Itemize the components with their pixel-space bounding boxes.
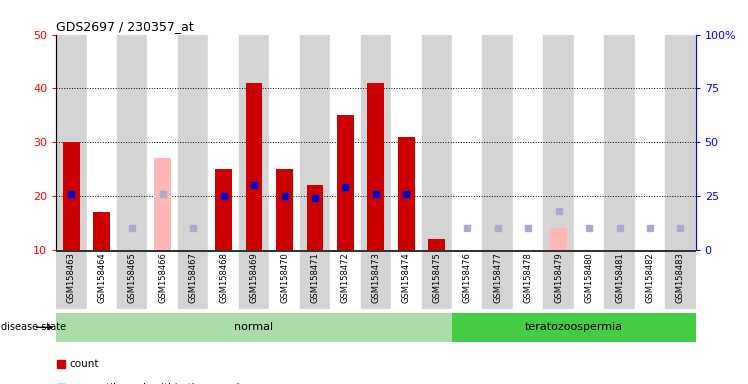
Bar (665, 250, 696, 309)
Bar (307, 185, 323, 250)
Bar (209, 250, 239, 309)
Bar (56, 35, 87, 250)
Bar (276, 169, 293, 250)
Bar (239, 250, 269, 309)
Bar (361, 250, 391, 309)
Bar (604, 35, 635, 250)
Bar (330, 250, 361, 309)
Bar (300, 35, 330, 250)
Text: GSM158464: GSM158464 (97, 253, 106, 303)
Bar (604, 250, 635, 309)
Bar (452, 313, 696, 342)
Bar (87, 250, 117, 309)
Bar (154, 158, 171, 250)
Bar (147, 250, 178, 309)
Bar (635, 35, 665, 250)
Text: GSM158466: GSM158466 (158, 253, 168, 303)
Bar (56, 313, 452, 342)
Bar (117, 250, 147, 309)
Text: GSM158481: GSM158481 (615, 253, 624, 303)
Bar (63, 142, 80, 250)
Text: GSM158482: GSM158482 (646, 253, 654, 303)
Text: GSM158467: GSM158467 (188, 253, 197, 303)
Bar (422, 35, 452, 250)
Text: GSM158463: GSM158463 (67, 253, 76, 303)
Text: GSM158480: GSM158480 (584, 253, 594, 303)
Bar (330, 35, 361, 250)
Text: count: count (70, 359, 99, 369)
Bar (452, 35, 482, 250)
Bar (269, 250, 300, 309)
Text: GSM158483: GSM158483 (676, 253, 685, 303)
Text: GSM158477: GSM158477 (493, 253, 502, 303)
Bar (635, 250, 665, 309)
Bar (361, 35, 391, 250)
Text: GSM158472: GSM158472 (341, 253, 350, 303)
Bar (422, 250, 452, 309)
Text: percentile rank within the sample: percentile rank within the sample (70, 383, 245, 384)
Bar (56, 250, 87, 309)
Bar (245, 83, 263, 250)
Text: GSM158473: GSM158473 (371, 253, 381, 303)
Bar (452, 250, 482, 309)
Bar (178, 35, 209, 250)
Text: GSM158479: GSM158479 (554, 253, 563, 303)
Bar (94, 212, 110, 250)
Text: GSM158478: GSM158478 (524, 253, 533, 303)
Bar (367, 83, 384, 250)
Bar (300, 250, 330, 309)
Bar (482, 35, 513, 250)
Text: GSM158475: GSM158475 (432, 253, 441, 303)
Text: GSM158470: GSM158470 (280, 253, 289, 303)
Text: GDS2697 / 230357_at: GDS2697 / 230357_at (56, 20, 194, 33)
Bar (574, 250, 604, 309)
Text: normal: normal (234, 322, 274, 333)
Bar (87, 35, 117, 250)
Bar (665, 35, 696, 250)
Bar (178, 250, 209, 309)
Bar (269, 35, 300, 250)
Bar (147, 35, 178, 250)
Bar (398, 137, 414, 250)
Bar (391, 35, 422, 250)
Text: GSM158468: GSM158468 (219, 253, 228, 303)
Text: teratozoospermia: teratozoospermia (525, 322, 623, 333)
Text: GSM158469: GSM158469 (250, 253, 259, 303)
Bar (551, 228, 567, 250)
Bar (239, 35, 269, 250)
Bar (513, 35, 543, 250)
Bar (429, 239, 445, 250)
Bar (215, 169, 232, 250)
Bar (513, 250, 543, 309)
Text: GSM158476: GSM158476 (463, 253, 472, 303)
Text: GSM158471: GSM158471 (310, 253, 319, 303)
Bar (209, 35, 239, 250)
Bar (543, 250, 574, 309)
Text: disease state: disease state (1, 322, 67, 333)
Text: GSM158465: GSM158465 (128, 253, 137, 303)
Bar (117, 35, 147, 250)
Bar (391, 250, 422, 309)
Bar (337, 115, 354, 250)
Bar (543, 35, 574, 250)
Bar (574, 35, 604, 250)
Bar (482, 250, 513, 309)
Text: GSM158474: GSM158474 (402, 253, 411, 303)
